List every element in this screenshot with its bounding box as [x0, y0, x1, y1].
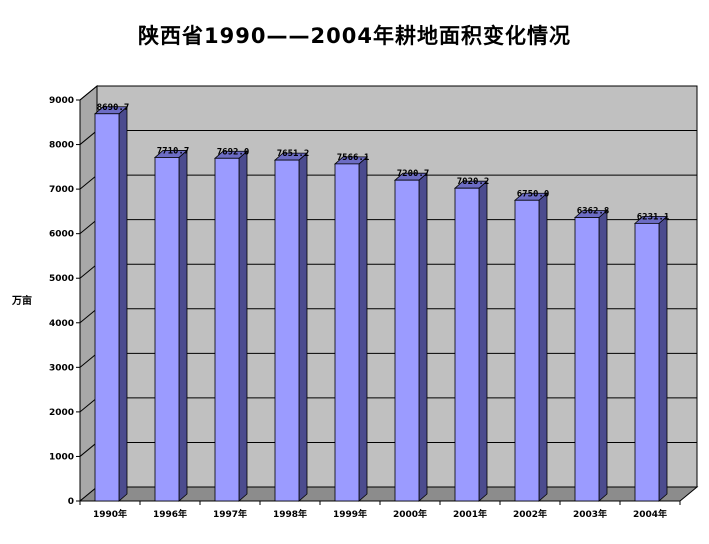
x-tick-label: 2004年 — [633, 508, 667, 520]
bar — [93, 105, 129, 502]
bar — [633, 215, 669, 502]
y-tick-label: 1000 — [49, 452, 74, 462]
data-label: 6362.8 — [577, 207, 610, 217]
bar-front — [274, 159, 300, 502]
y-tick-label: 6000 — [49, 230, 74, 240]
x-tick-labels: 1990年 1996年 1997年 1998年 1999年 2000年 2001年 2002年… — [93, 508, 667, 520]
data-label: 7566.1 — [337, 153, 370, 163]
side-wall — [79, 84, 98, 503]
x-tick-label: 1998年 — [273, 508, 307, 520]
x-tick-label: 1999年 — [333, 508, 367, 520]
gridline-side — [79, 308, 98, 324]
data-label: 7692.0 — [217, 147, 250, 157]
gridline-side — [79, 130, 98, 145]
chart-title: 陕西省1990——2004年耕地面积变化情况 — [138, 24, 571, 48]
y-tick-label: 0 — [68, 497, 74, 507]
y-tick-label: 4000 — [49, 319, 74, 329]
bar-side — [238, 150, 248, 502]
data-label: 6231.1 — [637, 212, 670, 222]
bar-side — [358, 156, 368, 502]
data-labels: 8690.7 7710.7 7692.0 7651.2 7566.1 7200.7 7020… — [97, 103, 670, 223]
gridline-side — [79, 174, 98, 190]
y-tick-label: 7000 — [49, 185, 74, 195]
bar-front — [154, 157, 180, 502]
bar — [393, 172, 429, 502]
bar-front — [94, 113, 120, 502]
bar — [453, 180, 489, 502]
bar-front — [394, 179, 420, 502]
bar-side — [418, 172, 428, 502]
bar-front — [334, 163, 360, 502]
bar-side — [598, 209, 608, 502]
y-tick-label: 9000 — [49, 96, 74, 106]
gridline-side — [79, 352, 98, 368]
bar-side — [178, 149, 188, 502]
x-tick-label: 2000年 — [393, 508, 427, 520]
y-tick-label: 3000 — [49, 363, 74, 373]
x-tick-label: 2002年 — [513, 508, 547, 520]
bar-front — [514, 199, 540, 502]
x-tick-label: 1996年 — [153, 508, 187, 520]
bar-front — [214, 157, 240, 502]
data-label: 7020.2 — [457, 177, 490, 187]
bar-front — [574, 217, 600, 502]
x-tick-label: 1990年 — [93, 508, 127, 520]
bar — [333, 156, 369, 502]
gridline-side — [79, 442, 98, 457]
bar — [153, 149, 189, 502]
bar — [513, 192, 549, 502]
y-tick-label: 5000 — [49, 274, 74, 284]
bar-front — [634, 222, 660, 502]
bar — [273, 152, 309, 502]
data-label: 7651.2 — [277, 149, 310, 159]
data-label: 7710.7 — [157, 146, 190, 156]
gridline-side — [79, 397, 98, 413]
bars — [93, 105, 669, 502]
gridline-side — [79, 219, 98, 235]
y-axis-label: 万亩 — [11, 294, 32, 307]
y-tick-labels: 0 1000 2000 3000 4000 5000 6000 7000 8000 9000 — [49, 96, 74, 507]
bar-side — [478, 180, 488, 502]
x-tick-label: 2001年 — [453, 508, 487, 520]
x-tick-label: 2003年 — [573, 508, 607, 520]
y-tick-label: 2000 — [49, 408, 74, 418]
x-tick-label: 1997年 — [213, 508, 247, 520]
bar — [213, 150, 249, 502]
gridline-side — [79, 263, 98, 279]
bar-front — [454, 187, 480, 502]
gridline-side — [79, 85, 98, 101]
y-tick-label: 8000 — [49, 141, 74, 151]
bar-side — [658, 215, 668, 502]
data-label: 6750.0 — [517, 189, 550, 199]
bar-side — [538, 192, 548, 502]
data-label: 7200.7 — [397, 169, 430, 179]
bar — [573, 209, 609, 502]
bar-side — [298, 152, 308, 502]
bar-side — [118, 105, 128, 502]
data-label: 8690.7 — [97, 103, 130, 113]
